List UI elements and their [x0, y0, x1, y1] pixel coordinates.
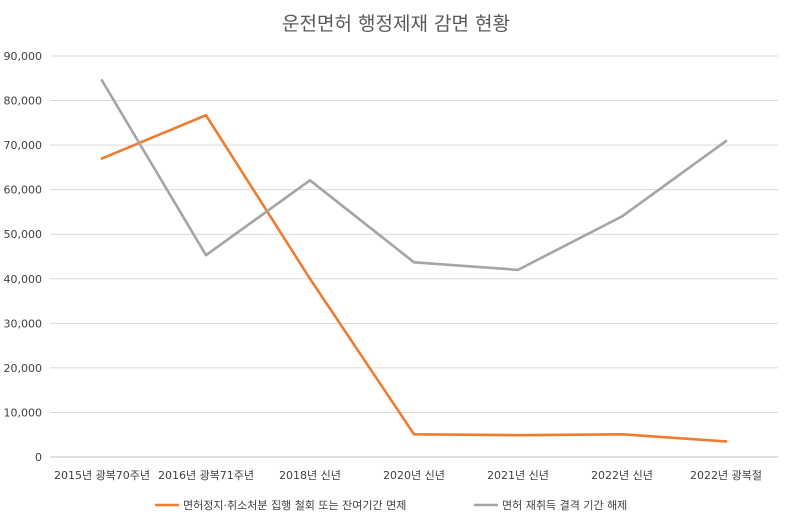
y-tick-label: 70,000 — [4, 139, 43, 152]
data-point — [516, 268, 520, 272]
data-point — [100, 157, 104, 160]
data-point — [620, 432, 624, 436]
x-tick-label: 2016년 광복71주년 — [158, 469, 254, 482]
y-tick-label: 50,000 — [4, 228, 43, 241]
x-axis-ticks: 2015년 광복70주년 2016년 광복71주년 2018년 신년 2020년 신년… — [54, 469, 762, 482]
y-axis-ticks: 0 10,000 20,000 30,000 40,000 50,000 60,000 70,… — [4, 50, 43, 464]
data-point — [308, 179, 312, 182]
data-point — [620, 215, 624, 218]
y-tick-label: 30,000 — [4, 317, 43, 330]
chart-title: 운전면허 행정제재 감면 현황 — [282, 13, 510, 35]
data-point — [724, 440, 728, 443]
data-point — [308, 277, 312, 281]
data-point — [724, 139, 728, 143]
data-point — [204, 113, 208, 117]
y-tick-label: 60,000 — [4, 184, 43, 197]
data-point — [412, 432, 416, 436]
x-tick-label: 2022년 신년 — [591, 469, 653, 482]
y-tick-label: 10,000 — [4, 406, 43, 419]
legend: 면허정지·취소처분 집행 철회 또는 잔여기간 면제 면허 재취득 결격 기간 해… — [155, 498, 627, 512]
series-line-2 — [100, 79, 728, 272]
x-tick-label: 2020년 신년 — [383, 469, 445, 482]
legend-label: 면허 재취득 결격 기간 해제 — [502, 498, 627, 512]
data-point — [516, 433, 520, 437]
y-tick-label: 90,000 — [4, 50, 43, 63]
y-tick-label: 20,000 — [4, 362, 43, 375]
data-point — [100, 79, 104, 82]
series-lines — [100, 79, 728, 443]
x-tick-label: 2021년 신년 — [487, 469, 549, 482]
data-point — [412, 260, 416, 264]
y-tick-label: 40,000 — [4, 273, 43, 286]
y-tick-label: 0 — [35, 451, 42, 464]
x-tick-label: 2022년 광복절 — [690, 469, 762, 482]
y-tick-label: 80,000 — [4, 95, 43, 108]
gridlines — [50, 55, 778, 458]
x-tick-label: 2018년 신년 — [279, 469, 341, 482]
legend-label: 면허정지·취소처분 집행 철회 또는 잔여기간 면제 — [183, 499, 406, 512]
x-tick-label: 2015년 광복70주년 — [54, 469, 150, 482]
data-point — [204, 253, 208, 257]
